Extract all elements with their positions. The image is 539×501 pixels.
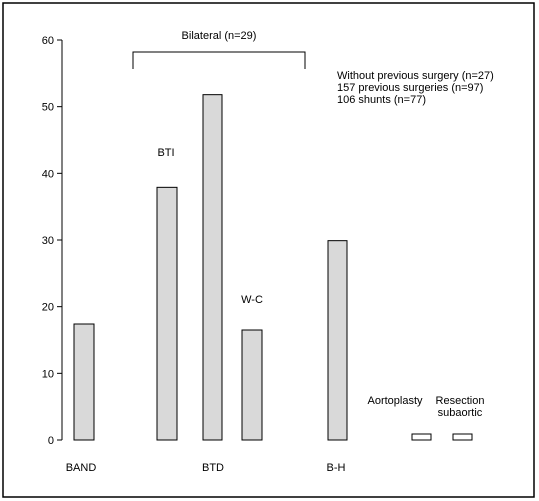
bilateral-bracket [132, 51, 306, 69]
bar-label-resection-line2: subaortic [438, 407, 483, 419]
legend-line-1: Without previous surgery (n=27) [337, 70, 494, 82]
x-label-band: BAND [66, 462, 97, 474]
bracket-label: Bilateral (n=29) [182, 30, 257, 42]
bar-label-resection: Resection [436, 395, 485, 407]
bar-label-wc: W-C [241, 294, 263, 306]
y-tick-label: 60 [42, 35, 54, 47]
bar-resection [452, 433, 473, 441]
y-tick-label: 50 [42, 102, 54, 114]
x-label-bh: B-H [327, 462, 346, 474]
y-tick-label: 40 [42, 168, 54, 180]
y-tick-label: 0 [48, 435, 54, 447]
bar-btd [202, 94, 223, 441]
y-tick-label: 10 [42, 368, 54, 380]
bar-band [73, 323, 95, 441]
bar-bti [156, 186, 178, 441]
legend-line-2: 157 previous surgeries (n=97) [337, 82, 483, 94]
bar-label-aortoplasty: Aortoplasty [367, 395, 423, 407]
x-label-btd: BTD [202, 462, 224, 474]
legend-line-3: 106 shunts (n=77) [337, 94, 426, 106]
bar-bh [327, 240, 348, 441]
bar-label-bti: BTI [157, 147, 174, 159]
y-tick-label: 30 [42, 235, 54, 247]
bar-wc [241, 329, 263, 441]
chart-frame [2, 2, 535, 498]
bar-aortoplasty [411, 433, 432, 441]
y-tick-label: 20 [42, 302, 54, 314]
